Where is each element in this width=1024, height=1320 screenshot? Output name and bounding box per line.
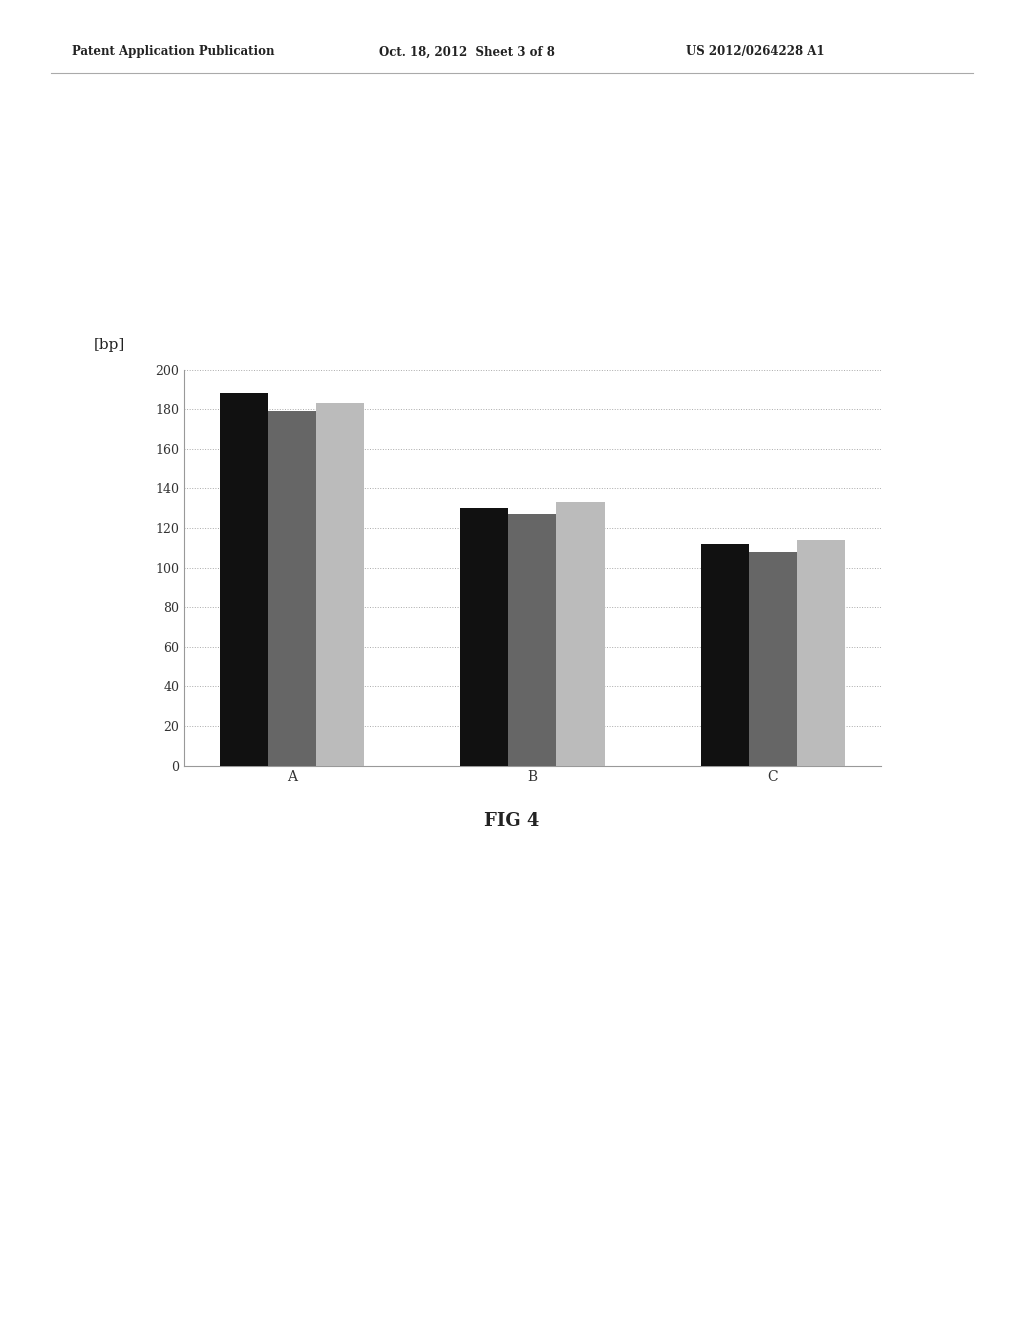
Text: [bp]: [bp] — [94, 338, 125, 352]
Text: US 2012/0264228 A1: US 2012/0264228 A1 — [686, 45, 824, 58]
Bar — [220, 393, 268, 766]
Bar — [556, 502, 604, 766]
Bar — [268, 412, 316, 766]
Text: FIG 4: FIG 4 — [484, 812, 540, 830]
Bar — [797, 540, 845, 766]
Bar — [509, 513, 556, 766]
Bar — [316, 404, 365, 766]
Bar — [700, 544, 749, 766]
Text: Patent Application Publication: Patent Application Publication — [72, 45, 274, 58]
Bar — [461, 508, 509, 766]
Bar — [749, 552, 797, 766]
Text: Oct. 18, 2012  Sheet 3 of 8: Oct. 18, 2012 Sheet 3 of 8 — [379, 45, 555, 58]
